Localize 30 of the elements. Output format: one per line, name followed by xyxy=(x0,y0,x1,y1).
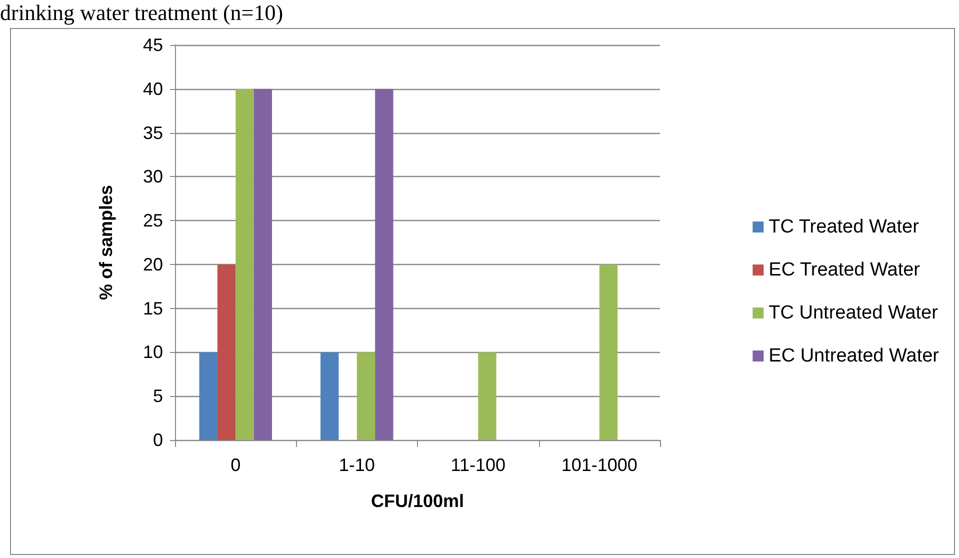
y-tick-label: 10 xyxy=(142,342,163,362)
y-tick-label: 35 xyxy=(142,122,163,143)
bar xyxy=(199,352,218,440)
y-tick-label: 45 xyxy=(142,35,163,55)
x-tick-label: 0 xyxy=(230,455,241,475)
bar xyxy=(236,88,254,440)
legend-label: TC Untreated Water xyxy=(768,302,939,324)
y-tick-label: 40 xyxy=(142,78,163,99)
x-tick-label: 101-1000 xyxy=(561,455,638,475)
y-axis-title: % of samples xyxy=(96,184,116,300)
bar xyxy=(320,352,339,440)
bar xyxy=(599,264,618,440)
legend-label: EC Treated Water xyxy=(768,260,921,280)
y-tick-label: 0 xyxy=(152,430,163,450)
y-tick-label: 25 xyxy=(142,210,163,231)
bar xyxy=(254,88,272,440)
x-tick-label: 1-10 xyxy=(338,455,375,475)
x-tick-label: 11-100 xyxy=(450,455,506,475)
chart-title: drinking water treatment (n=10) xyxy=(0,0,284,26)
y-tick-label: 20 xyxy=(142,254,163,274)
bar xyxy=(356,352,376,440)
x-axis-title: CFU/100ml xyxy=(370,491,464,511)
bar xyxy=(478,352,496,440)
legend-label: TC Treated Water xyxy=(768,216,920,238)
y-tick-label: 5 xyxy=(152,386,163,406)
bar xyxy=(217,264,236,440)
legend-label: EC Untreated Water xyxy=(768,346,940,366)
bar xyxy=(375,88,394,440)
y-tick-label: 15 xyxy=(142,298,163,318)
y-tick-label: 30 xyxy=(142,166,163,187)
